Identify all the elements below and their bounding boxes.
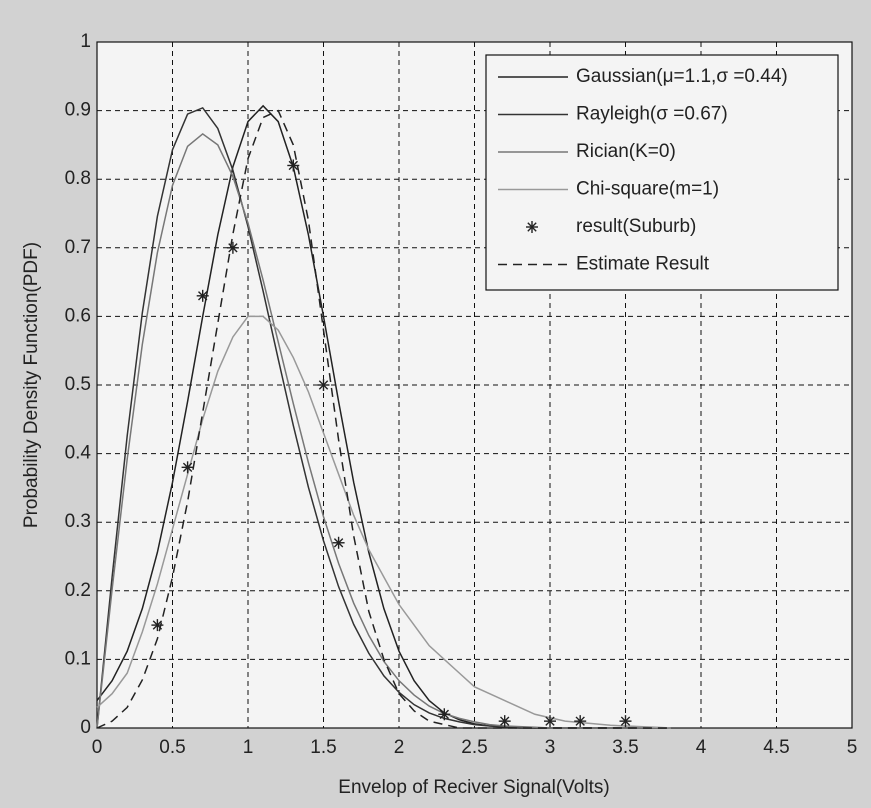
legend-label: Estimate Result — [576, 254, 710, 275]
marker — [226, 241, 239, 254]
marker-stroke — [198, 291, 208, 301]
marker — [196, 289, 209, 302]
legend-label: Rayleigh(σ =0.67) — [576, 104, 728, 125]
x-tick-label: 1.5 — [310, 737, 336, 758]
x-tick-label: 3.5 — [612, 737, 638, 758]
y-tick-label: 0.8 — [65, 168, 91, 189]
x-tick-label: 5 — [847, 737, 858, 758]
series-line — [96, 315, 671, 729]
legend-box — [485, 54, 839, 291]
x-tick-label: 2.5 — [461, 737, 487, 758]
y-tick-label: 0.6 — [65, 305, 91, 326]
marker — [544, 715, 556, 728]
y-tick-label: 0.2 — [65, 580, 91, 601]
legend-label: Gaussian(μ=1.1,σ =0.44) — [576, 66, 788, 87]
marker-stroke — [152, 620, 163, 630]
marker-stroke — [575, 716, 585, 726]
marker — [181, 461, 194, 474]
marker — [526, 221, 538, 233]
y-tick-label: 0.3 — [65, 511, 91, 532]
x-tick-label: 1 — [243, 737, 254, 758]
marker-stroke — [182, 462, 193, 473]
y-tick-label: 0.1 — [65, 648, 91, 669]
y-tick-label: 1 — [80, 31, 91, 52]
marker-stroke — [620, 716, 631, 726]
y-tick-label: 0.5 — [65, 374, 91, 395]
x-tick-label: 2 — [394, 737, 405, 758]
x-tick-label: 0 — [92, 737, 103, 758]
marker-stroke — [545, 716, 555, 726]
marker-stroke — [333, 538, 344, 548]
legend-label: Rician(K=0) — [576, 141, 676, 162]
y-tick-label: 0.4 — [65, 443, 92, 464]
marker — [287, 159, 300, 172]
x-axis-label: Envelop of Reciver Signal(Volts) — [338, 777, 609, 798]
marker-stroke — [439, 709, 449, 719]
y-tick-label: 0.7 — [65, 237, 91, 258]
plot-frame — [96, 41, 853, 729]
x-tick-label: 3 — [545, 737, 556, 758]
marker-stroke — [318, 380, 329, 390]
marker-stroke — [500, 716, 510, 726]
x-tick-label: 4 — [696, 737, 707, 758]
y-axis-label: Probability Density Function(PDF) — [21, 242, 42, 528]
marker — [332, 536, 345, 549]
marker-stroke — [228, 243, 238, 253]
x-tick-label: 4.5 — [763, 737, 789, 758]
x-tick-label: 0.5 — [159, 737, 185, 758]
marker-stroke — [527, 222, 537, 232]
series-line — [96, 109, 671, 729]
marker — [498, 715, 511, 728]
marker — [317, 379, 330, 391]
marker — [438, 708, 451, 721]
legend-label: Chi-square(m=1) — [576, 179, 719, 200]
y-tick-label: 0 — [80, 717, 91, 738]
y-tick-label: 0.9 — [65, 100, 91, 121]
marker — [574, 715, 587, 728]
marker-stroke — [288, 160, 298, 171]
legend-label: result(Suburb) — [576, 216, 696, 237]
marker — [619, 715, 632, 728]
